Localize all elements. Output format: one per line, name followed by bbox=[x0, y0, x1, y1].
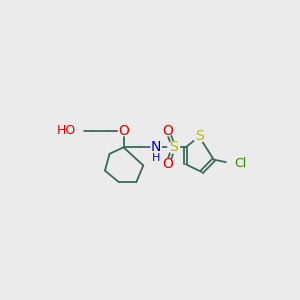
Text: Cl: Cl bbox=[234, 157, 246, 170]
Text: HO: HO bbox=[57, 124, 76, 137]
Circle shape bbox=[163, 159, 173, 169]
Text: H: H bbox=[152, 154, 160, 164]
Circle shape bbox=[193, 130, 205, 142]
Text: O: O bbox=[118, 124, 129, 138]
Circle shape bbox=[151, 142, 161, 152]
Circle shape bbox=[69, 124, 83, 137]
Circle shape bbox=[227, 157, 241, 171]
Circle shape bbox=[163, 125, 173, 136]
Text: N: N bbox=[151, 140, 161, 154]
Text: O: O bbox=[162, 124, 173, 138]
Text: O: O bbox=[162, 157, 173, 171]
Text: S: S bbox=[169, 140, 178, 154]
Circle shape bbox=[118, 125, 129, 136]
Text: S: S bbox=[195, 129, 203, 143]
Circle shape bbox=[168, 142, 180, 153]
